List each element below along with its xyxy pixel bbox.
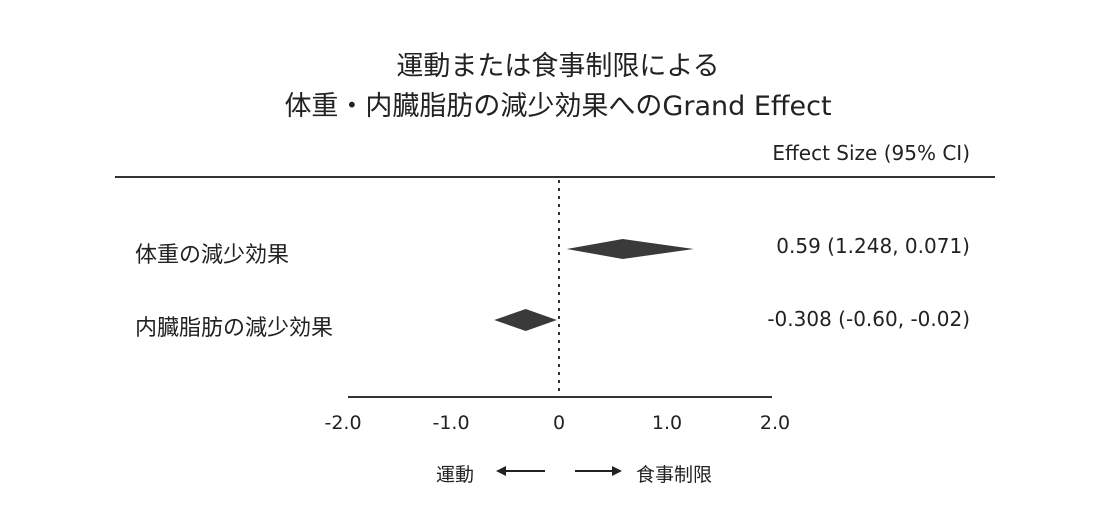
direction-label-exercise: 運動 <box>436 464 475 486</box>
chart-title-line1: 運動または食事制限による <box>396 51 720 82</box>
left-arrow-icon <box>496 466 506 476</box>
direction-label-diet: 食事制限 <box>636 464 713 486</box>
row-value-visceral-fat: -0.308 (-0.60, -0.02) <box>767 307 970 331</box>
effect-diamond-weight <box>566 239 694 259</box>
row-label-weight: 体重の減少効果 <box>135 243 290 268</box>
row-value-weight: 0.59 (1.248, 0.071) <box>776 234 970 258</box>
row-label-visceral-fat: 内臓脂肪の減少効果 <box>135 316 334 341</box>
chart-title-line2: 体重・内臓脂肪の減少効果へのGrand Effect <box>284 91 832 122</box>
right-arrow-icon <box>612 466 622 476</box>
x-tick-label-neg1: -1.0 <box>432 412 470 434</box>
x-tick-label-1: 1.0 <box>651 412 683 434</box>
x-tick-label-2: 2.0 <box>759 412 791 434</box>
effect-size-header: Effect Size (95% CI) <box>772 141 970 165</box>
effect-diamond-visceral-fat <box>494 309 557 331</box>
x-tick-label-0: 0 <box>552 412 566 434</box>
x-tick-label-neg2: -2.0 <box>324 412 362 434</box>
